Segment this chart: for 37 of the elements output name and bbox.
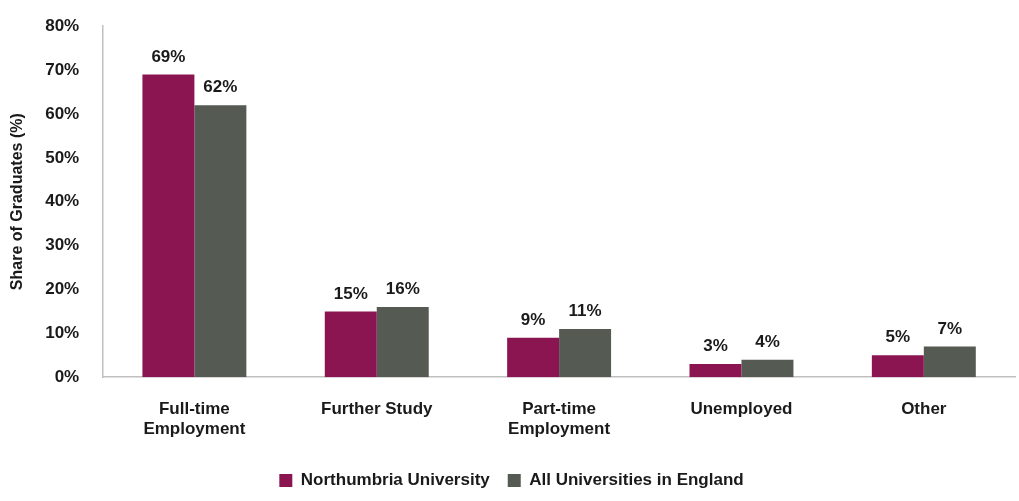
data-label: 4% [755, 331, 780, 351]
data-label: 11% [568, 301, 602, 321]
y-tick-label: 50% [45, 147, 80, 167]
y-tick-label: 0% [54, 366, 80, 386]
bar [142, 74, 195, 378]
bar [741, 359, 794, 378]
legend-label: All Universities in England [529, 470, 744, 490]
y-tick-label: 20% [45, 279, 80, 299]
bar [871, 355, 924, 378]
data-label: 62% [203, 77, 238, 97]
y-tick-label: 40% [45, 191, 80, 211]
data-label: 3% [703, 336, 728, 356]
data-label: 69% [151, 46, 186, 66]
x-tick-label: Other [901, 399, 947, 419]
y-tick-label: 10% [45, 323, 80, 343]
bar [559, 328, 612, 378]
data-label: 5% [885, 327, 911, 347]
legend-label: Northumbria University [300, 470, 491, 490]
x-tick-label: Further Study [321, 399, 434, 419]
y-axis-title: Share of Graduates (%) [8, 113, 26, 291]
y-tick-label: 70% [45, 59, 80, 79]
bar [194, 105, 247, 378]
y-tick-label: 80% [45, 15, 80, 35]
x-tick-label: Full-time Employment [143, 399, 246, 439]
bar [324, 311, 377, 378]
data-label: 16% [385, 279, 420, 299]
data-label: 9% [520, 309, 546, 329]
data-label: 7% [937, 318, 963, 338]
y-tick-label: 30% [45, 235, 80, 255]
bar [689, 364, 742, 378]
bar [507, 337, 560, 378]
y-tick-label: 60% [45, 103, 80, 123]
bar [923, 346, 976, 378]
bar [376, 307, 429, 378]
x-tick-label: Part-time Employment [508, 399, 611, 439]
data-label: 15% [333, 283, 368, 303]
x-tick-label: Unemployed [690, 399, 793, 419]
